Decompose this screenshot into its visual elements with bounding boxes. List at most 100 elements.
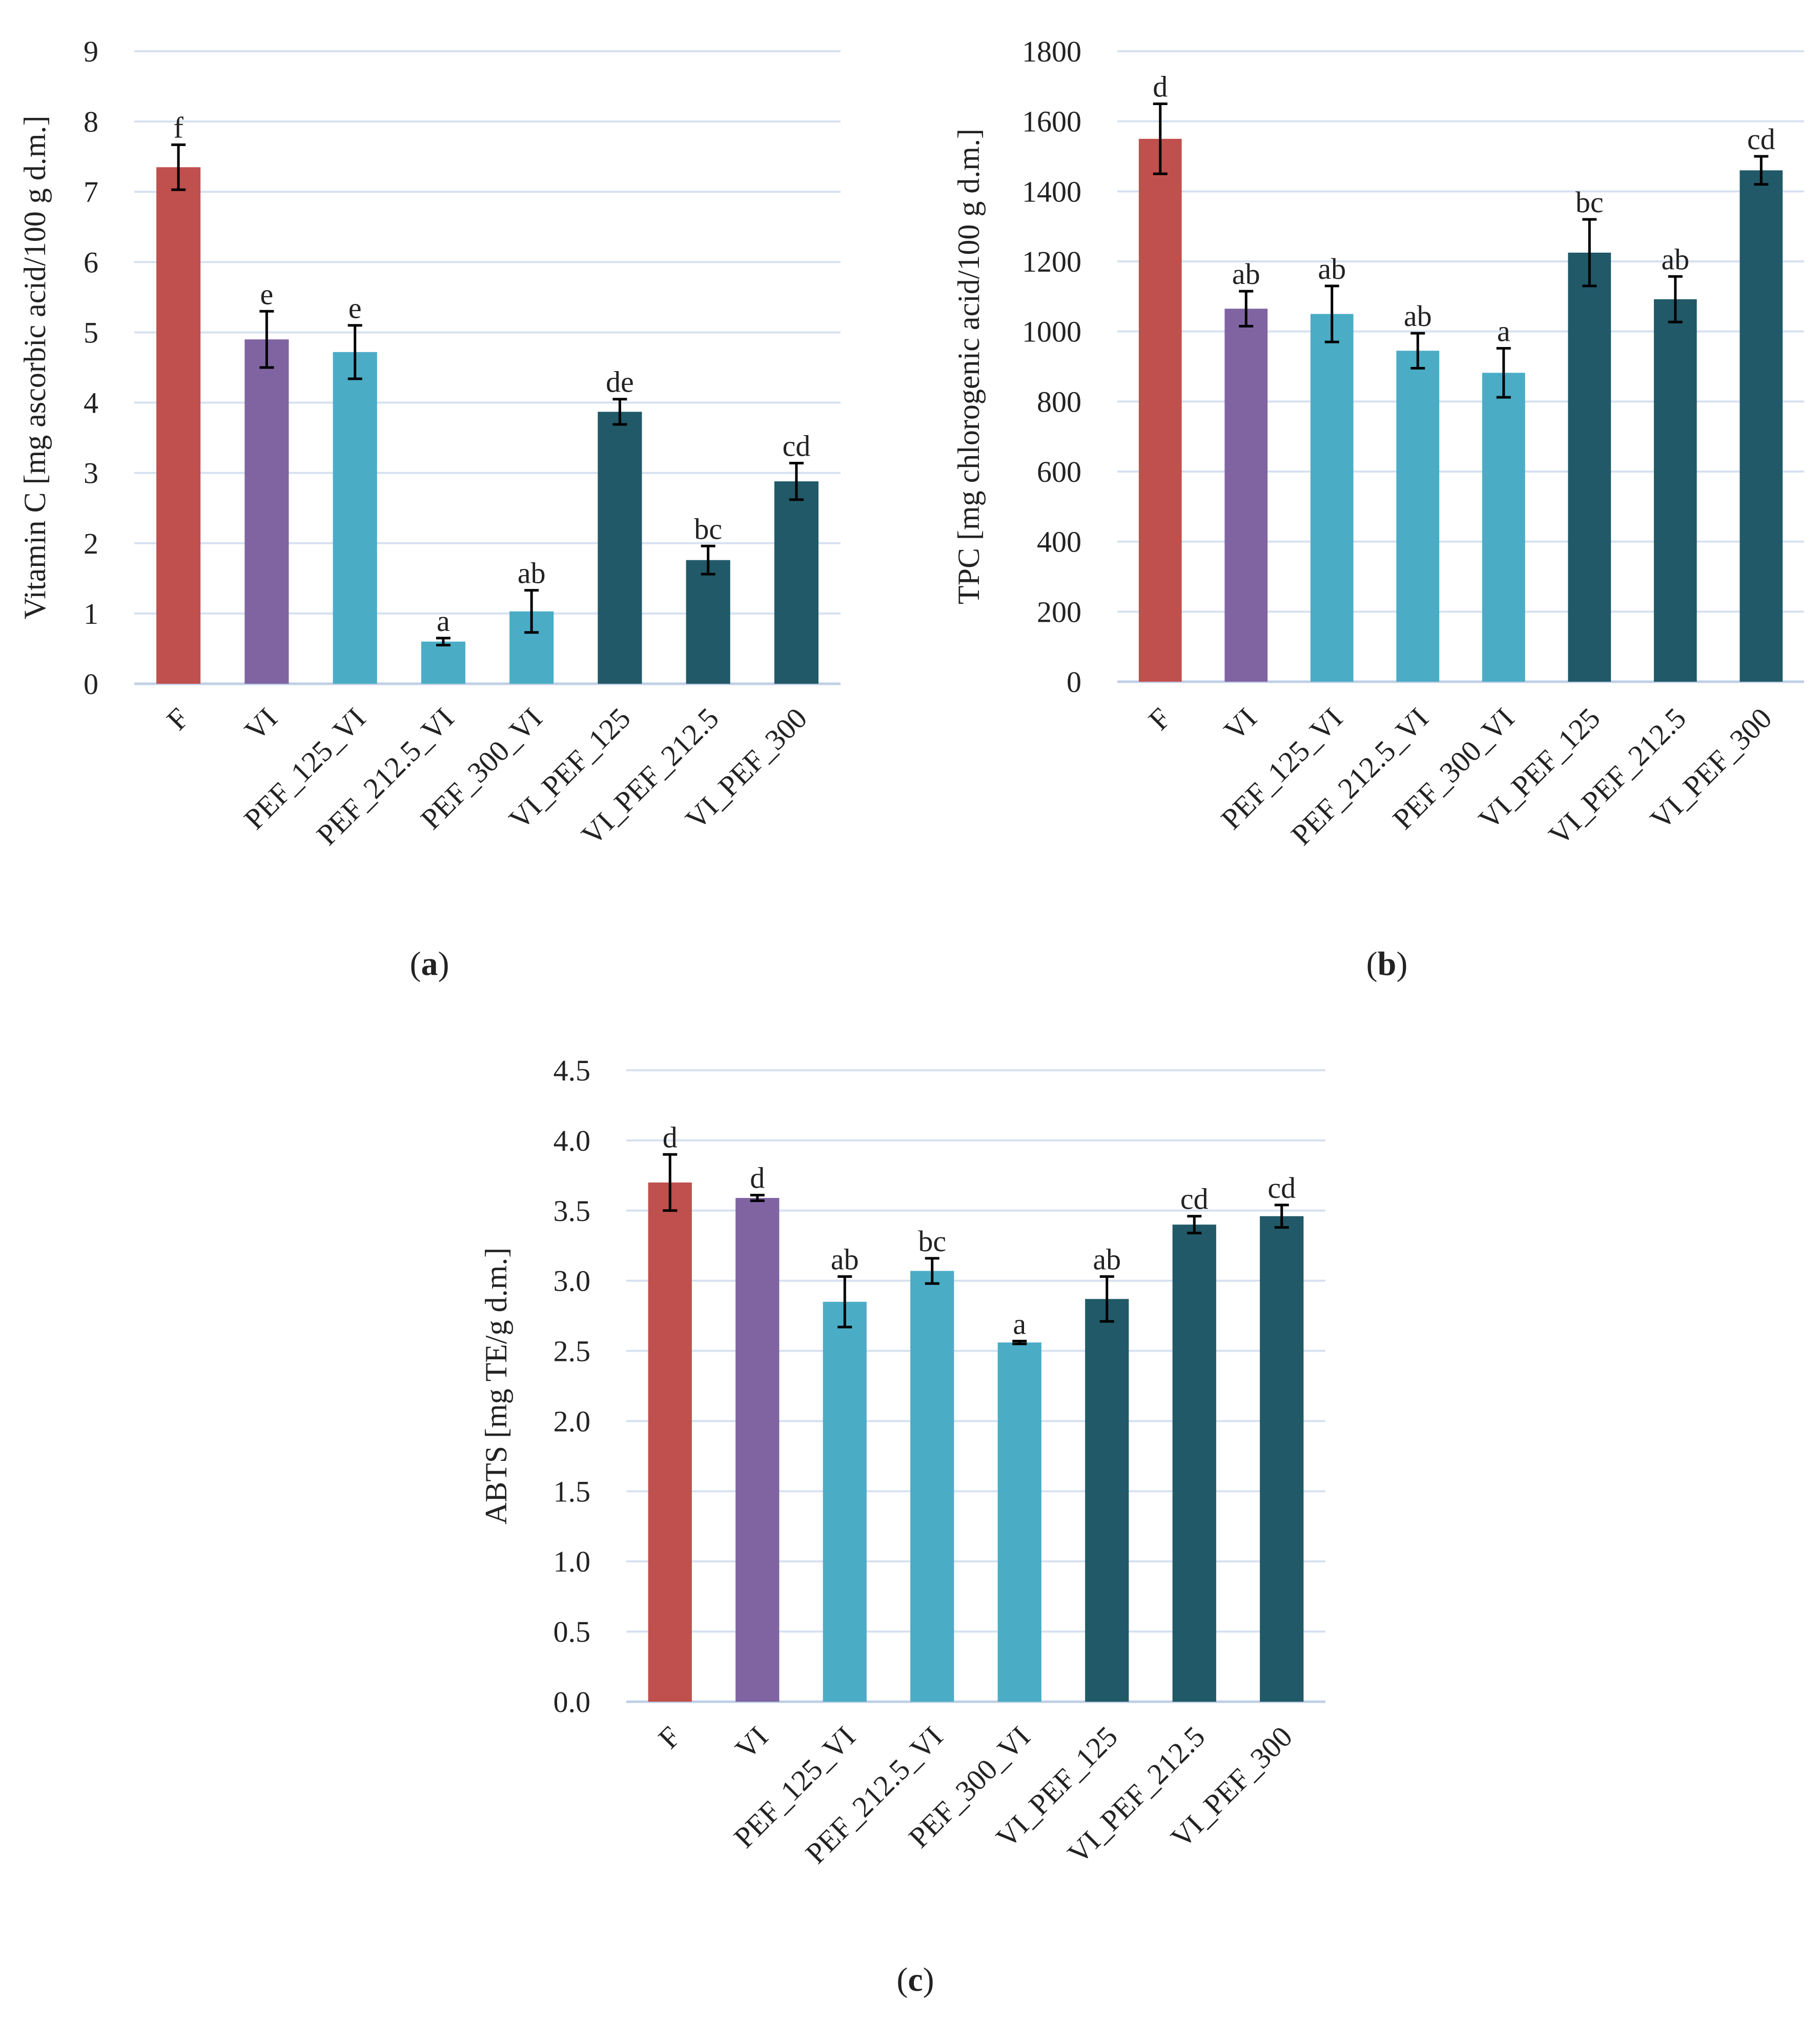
b-category-label-F: F xyxy=(1142,701,1177,737)
panel-b-tpc-chart: 0 200 400 600 800 1000 1200 1400 1600 1800 TPC [mg… xyxy=(952,35,1804,851)
b-y-tick-label: 0 xyxy=(1067,665,1081,699)
a-y-axis-label: Vitamin C [mg ascorbic acid/100 g d.m.] xyxy=(18,116,52,620)
b-significance-letter-VI_PEF_125: bc xyxy=(1576,186,1604,219)
c-significance-letter-VI_PEF_125: ab xyxy=(1093,1242,1121,1276)
c-bar-VI_PEF_300 xyxy=(1260,1216,1304,1702)
c-error-bar-VI xyxy=(750,1194,765,1202)
b-y-tick-label: 1200 xyxy=(1022,245,1081,278)
c-error-bar-PEF_125_VI xyxy=(837,1275,852,1329)
b-error-bar-PEF_125_VI xyxy=(1324,284,1339,343)
a-y-tick-label: 4 xyxy=(84,386,98,420)
a-error-bar-PEF_212.5_VI xyxy=(436,637,451,647)
b-significance-letter-VI_PEF_300: cd xyxy=(1747,123,1775,156)
b-y-tick-label: 1000 xyxy=(1022,315,1081,349)
b-significance-letter-VI: ab xyxy=(1232,257,1260,291)
b-bar-PEF_125_VI xyxy=(1310,314,1354,682)
a-category-label-VI: VI xyxy=(238,701,283,747)
a-category-label-F: F xyxy=(160,701,196,737)
a-bar-VI_PEF_300 xyxy=(774,481,819,684)
a-error-bar-VI_PEF_125 xyxy=(612,398,627,426)
c-y-tick-label: 3.5 xyxy=(554,1194,591,1228)
panel-b-label: (b) xyxy=(1366,945,1408,983)
c-significance-letter-PEF_125_VI: ab xyxy=(831,1242,859,1276)
a-bar-F xyxy=(156,167,201,684)
panel-c-label: (c) xyxy=(896,1961,934,1998)
c-category-label-F: F xyxy=(652,1720,687,1755)
b-bar-PEF_300_VI xyxy=(1482,373,1525,682)
b-category-label-VI: VI xyxy=(1217,701,1263,747)
a-y-tick-label: 8 xyxy=(84,105,98,138)
a-y-tick-label: 6 xyxy=(84,246,98,279)
a-error-bar-PEF_125_VI xyxy=(347,324,362,380)
b-significance-letter-PEF_125_VI: ab xyxy=(1318,252,1346,285)
c-error-bar-VI_PEF_300 xyxy=(1274,1204,1289,1229)
a-error-bar-F xyxy=(171,143,186,191)
a-error-bar-VI_PEF_212.5 xyxy=(701,544,715,576)
b-significance-letter-PEF_212.5_VI: ab xyxy=(1404,299,1432,333)
a-y-tick-label: 3 xyxy=(84,457,98,490)
c-bar-PEF_125_VI xyxy=(823,1301,867,1702)
b-y-tick-label: 800 xyxy=(1037,385,1081,418)
a-bar-PEF_212.5_VI xyxy=(421,641,465,684)
b-bar-VI_PEF_125 xyxy=(1568,252,1611,682)
c-significance-letter-PEF_212.5_VI: bc xyxy=(918,1225,946,1258)
b-y-tick-label: 600 xyxy=(1037,455,1081,488)
c-error-bar-F xyxy=(663,1153,678,1212)
c-bar-VI_PEF_212.5 xyxy=(1172,1225,1216,1702)
a-y-tick-label: 5 xyxy=(84,316,98,349)
b-error-bar-VI_PEF_212.5 xyxy=(1668,275,1683,323)
b-bar-PEF_212.5_VI xyxy=(1396,351,1440,682)
a-significance-letter-F: f xyxy=(173,111,183,144)
c-y-tick-label: 0.5 xyxy=(554,1615,591,1648)
c-category-label-VI: VI xyxy=(729,1720,774,1765)
c-error-bar-VI_PEF_212.5 xyxy=(1187,1215,1202,1235)
b-error-bar-VI_PEF_300 xyxy=(1754,155,1769,186)
b-error-bar-VI xyxy=(1239,290,1254,328)
b-y-axis-label: TPC [mg chlorogenic acid/100 g d.m.] xyxy=(952,129,986,604)
c-significance-letter-VI: d xyxy=(750,1161,765,1195)
c-y-tick-label: 1.5 xyxy=(554,1475,591,1508)
a-bar-VI_PEF_125 xyxy=(598,412,642,684)
c-bar-F xyxy=(648,1182,692,1702)
a-y-tick-label: 7 xyxy=(84,175,98,209)
a-bar-VI_PEF_212.5 xyxy=(686,560,730,684)
c-y-tick-label: 1.0 xyxy=(554,1545,591,1578)
c-bar-VI xyxy=(735,1198,780,1702)
c-y-tick-label: 2.0 xyxy=(554,1404,591,1438)
c-significance-letter-VI_PEF_300: cd xyxy=(1267,1171,1296,1205)
b-y-tick-label: 200 xyxy=(1037,595,1081,628)
c-bar-PEF_212.5_VI xyxy=(910,1271,954,1702)
b-error-bar-VI_PEF_125 xyxy=(1582,218,1597,288)
c-y-tick-label: 4.5 xyxy=(554,1054,591,1087)
panel-a-label: (a) xyxy=(410,945,449,983)
b-error-bar-F xyxy=(1153,103,1168,175)
b-error-bar-PEF_212.5_VI xyxy=(1410,332,1425,370)
a-error-bar-VI_PEF_300 xyxy=(789,461,804,501)
b-y-tick-label: 1800 xyxy=(1022,35,1081,68)
b-y-tick-label: 400 xyxy=(1037,525,1081,559)
b-significance-letter-F: d xyxy=(1153,70,1168,104)
b-y-tick-label: 1600 xyxy=(1022,105,1081,138)
b-bar-F xyxy=(1138,138,1182,682)
c-bar-PEF_300_VI xyxy=(997,1342,1041,1702)
c-bar-VI_PEF_125 xyxy=(1085,1299,1129,1702)
c-y-tick-label: 3.0 xyxy=(554,1265,591,1298)
a-significance-letter-VI: e xyxy=(260,277,274,311)
b-significance-letter-VI_PEF_212.5: ab xyxy=(1661,242,1689,276)
c-significance-letter-PEF_300_VI: a xyxy=(1013,1307,1026,1340)
panel-c-abts-chart: 0.0 0.5 1.0 1.5 2.0 2.5 3.0 3.5 4.0 4.5 ABTS [mg T… xyxy=(479,1054,1325,1870)
c-y-tick-label: 2.5 xyxy=(554,1335,591,1368)
a-significance-letter-PEF_125_VI: e xyxy=(349,292,362,325)
a-y-tick-label: 1 xyxy=(84,597,98,630)
b-significance-letter-PEF_300_VI: a xyxy=(1497,314,1510,348)
a-significance-letter-VI_PEF_125: de xyxy=(606,365,634,399)
c-y-tick-label: 0.0 xyxy=(554,1685,591,1719)
b-bar-VI_PEF_300 xyxy=(1740,170,1783,682)
c-significance-letter-VI_PEF_212.5: cd xyxy=(1180,1182,1209,1216)
a-y-tick-label: 9 xyxy=(84,35,98,68)
c-error-bar-VI_PEF_125 xyxy=(1099,1275,1114,1323)
a-bar-PEF_125_VI xyxy=(333,352,377,684)
a-bar-VI xyxy=(244,339,289,684)
c-y-tick-label: 4.0 xyxy=(554,1124,591,1157)
